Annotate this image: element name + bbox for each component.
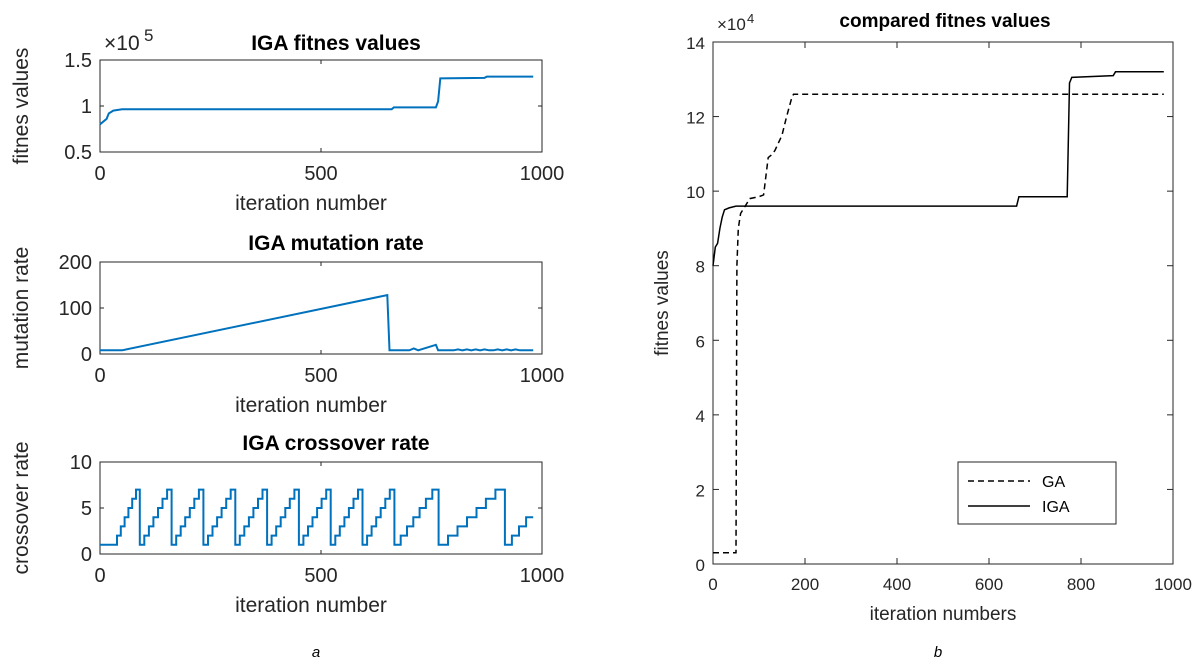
- y-tick-label: 5: [81, 498, 92, 520]
- series-line: [100, 488, 534, 546]
- x-tick-label: 0: [94, 163, 105, 185]
- x-tick-label: 600: [975, 575, 1003, 594]
- iga-crossover-panel: 0 500 1000 0 5 10 IGA crossover rate iteration …: [10, 432, 564, 617]
- y-axis-label: crossover rate: [10, 441, 33, 574]
- x-tick-label: 200: [791, 575, 819, 594]
- x-tick-label: 500: [304, 365, 337, 387]
- y-tick-label: 0: [81, 544, 92, 566]
- x-axis-label: iteration numbers: [870, 604, 1017, 625]
- legend-label-ga: GA: [1042, 474, 1065, 491]
- x-axis-label: iteration number: [235, 394, 387, 417]
- axes-box: [99, 59, 543, 153]
- y-tick-label: 10: [686, 183, 705, 202]
- y-tick-label: 0.5: [64, 142, 92, 164]
- y-tick-label: 6: [696, 332, 705, 351]
- series-line: [100, 293, 534, 352]
- x-tick-label: 1000: [520, 365, 565, 387]
- y-tick-label: 8: [696, 258, 705, 277]
- y-axis-label: fitnes values: [10, 48, 33, 165]
- exponent-power: 4: [747, 11, 754, 26]
- iga-fitness-panel: 0 500 1000 0.5 1 1.5 IGA fitnes values iteratio…: [10, 26, 564, 215]
- y-tick-label: 200: [59, 252, 92, 274]
- exponent-multiplier: ×10: [104, 32, 140, 55]
- y-tick-label: 0: [696, 556, 705, 575]
- y-tick-label: 0: [81, 344, 92, 366]
- chart-title: IGA mutation rate: [248, 232, 423, 255]
- x-tick-label: 400: [883, 575, 911, 594]
- y-tick-label: 2: [696, 481, 705, 500]
- y-tick-label: 100: [59, 298, 92, 320]
- axes-box: [712, 41, 1174, 565]
- chart-title: IGA fitnes values: [251, 32, 421, 55]
- x-tick-label: 0: [708, 575, 717, 594]
- iga-mutation-panel: 0 500 1000 0 100 200 IGA mutation rate iteratio…: [10, 232, 564, 417]
- series-line-ga: [713, 93, 1164, 554]
- compared-fitness-panel: 0 200 400 600 800 1000 0 2 4 6 8 10 12 14 compared fit…: [652, 11, 1192, 625]
- exponent-power: 5: [144, 26, 153, 45]
- x-tick-label: 800: [1067, 575, 1095, 594]
- x-tick-label: 1000: [520, 163, 565, 185]
- x-tick-label: 500: [304, 163, 337, 185]
- y-tick-label: 10: [70, 452, 92, 474]
- exponent-multiplier: ×10: [717, 15, 746, 34]
- x-tick-label: 0: [94, 565, 105, 587]
- chart-title: compared fitnes values: [839, 11, 1050, 32]
- series-line: [99, 75, 534, 126]
- y-tick-label: 4: [696, 407, 705, 426]
- y-tick-label: 1.5: [64, 50, 92, 72]
- y-axis-label: fitnes values: [652, 250, 673, 356]
- x-tick-label: 0: [94, 365, 105, 387]
- x-axis-label: iteration number: [235, 594, 387, 617]
- y-axis-label: mutation rate: [10, 247, 33, 370]
- x-tick-label: 1000: [1154, 575, 1192, 594]
- x-tick-label: 1000: [520, 565, 565, 587]
- panel-label-b: b: [934, 644, 942, 661]
- x-axis-label: iteration number: [235, 192, 387, 215]
- panel-label-a: a: [312, 644, 320, 661]
- y-tick-label: 1: [81, 96, 92, 118]
- y-tick-label: 12: [686, 109, 705, 128]
- legend-label-iga: IGA: [1042, 499, 1070, 516]
- x-tick-label: 500: [304, 565, 337, 587]
- series-line-iga: [712, 71, 1164, 266]
- legend-box: [957, 461, 1117, 525]
- y-tick-label: 14: [686, 34, 705, 53]
- chart-title: IGA crossover rate: [242, 432, 429, 455]
